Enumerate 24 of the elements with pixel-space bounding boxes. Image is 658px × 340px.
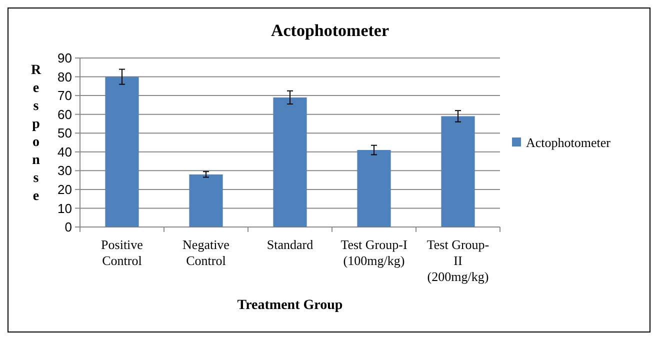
chart-title: Actophotometer [270, 21, 390, 40]
bar [189, 174, 223, 227]
bar [273, 97, 307, 227]
y-tick-label: 30 [58, 163, 72, 178]
bar [357, 150, 391, 227]
y-tick-label: 90 [58, 50, 72, 66]
y-tick-label: 20 [58, 182, 72, 197]
y-tick-label: 50 [58, 126, 72, 141]
bar [441, 116, 475, 227]
x-axis-title: Treatment Group [237, 298, 343, 313]
y-tick-label: 60 [58, 106, 72, 122]
y-tick-label: 80 [58, 69, 72, 84]
legend-label: Actophotometer [526, 135, 612, 150]
x-tick-label: Test Group-I (100mg/kg) [340, 237, 408, 268]
y-axis-title: Response [30, 63, 42, 204]
y-tick-label: 40 [58, 144, 72, 160]
x-tick-label: Standard [266, 237, 314, 252]
x-tick-label: Test Group-II (200mg/kg) [426, 237, 490, 284]
bar [105, 76, 139, 227]
y-tick-label: 10 [58, 200, 72, 216]
x-tick-label: Positive Control [101, 237, 144, 268]
y-tick-label: 70 [58, 88, 72, 104]
y-tick-label: 0 [64, 220, 72, 235]
x-tick-label: Negative Control [182, 237, 230, 268]
